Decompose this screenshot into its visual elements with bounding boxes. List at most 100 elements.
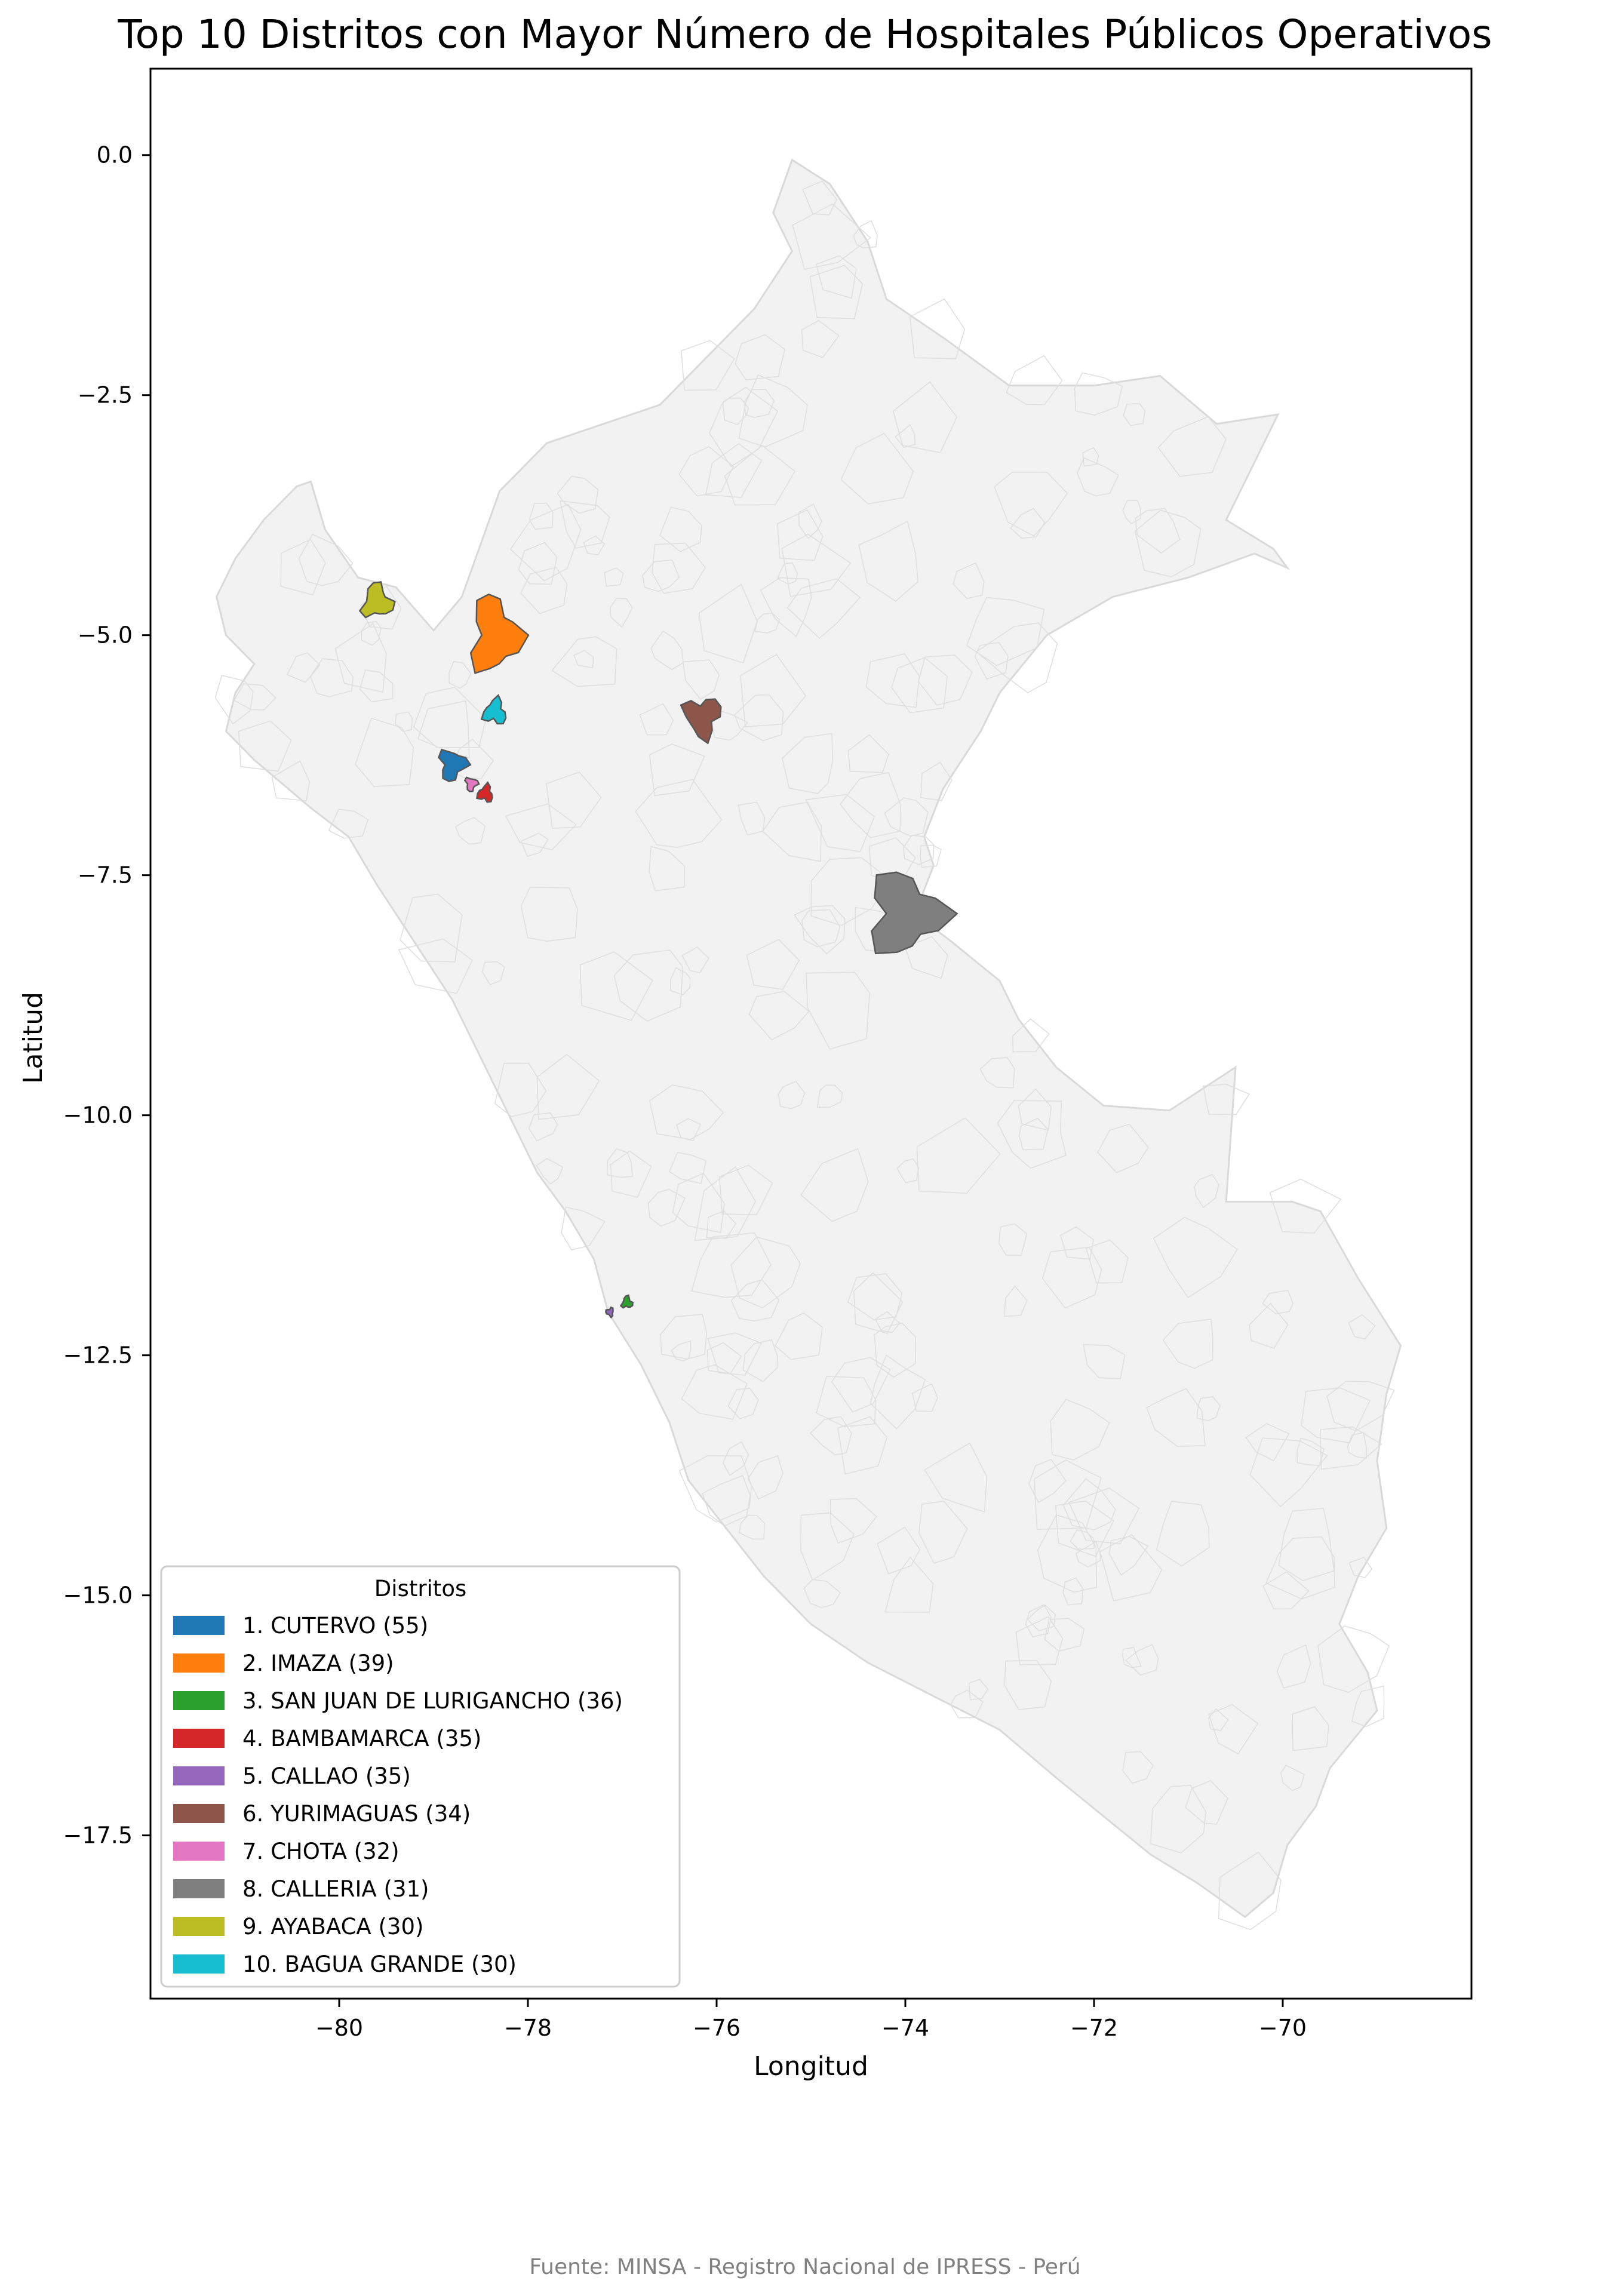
district-boundary bbox=[454, 817, 486, 845]
district-boundary bbox=[659, 506, 702, 552]
district-boundary bbox=[896, 1158, 920, 1184]
district-boundary bbox=[1326, 1381, 1395, 1432]
district-boundary bbox=[918, 654, 973, 706]
district-boundary bbox=[400, 893, 463, 963]
district-boundary bbox=[298, 533, 354, 586]
legend-title: Distritos bbox=[374, 1576, 466, 1602]
district-boundary bbox=[909, 298, 966, 359]
district-boundary bbox=[781, 533, 852, 597]
district-boundary bbox=[529, 502, 554, 530]
district-boundary bbox=[815, 255, 857, 299]
district-boundary bbox=[1156, 1501, 1210, 1567]
district-boundary bbox=[669, 967, 691, 995]
district-boundary bbox=[735, 334, 786, 380]
legend-entry-label: 3. SAN JUAN DE LURIGANCHO (36) bbox=[242, 1688, 623, 1714]
district-boundary bbox=[1055, 1500, 1114, 1557]
district-boundary bbox=[214, 675, 254, 725]
district-boundary bbox=[705, 443, 763, 498]
district-boundary bbox=[831, 1357, 891, 1413]
district-boundary bbox=[809, 265, 864, 319]
district-boundary bbox=[1122, 1751, 1154, 1784]
district-boundary bbox=[738, 1514, 765, 1540]
x-tick-label: −72 bbox=[1070, 2015, 1118, 2041]
district-boundary bbox=[1041, 1246, 1102, 1309]
district-boundary bbox=[606, 1148, 633, 1178]
district-boundary bbox=[1122, 1647, 1142, 1668]
district-boundary bbox=[781, 733, 834, 794]
district-boundary bbox=[509, 503, 582, 582]
district-boundary bbox=[1203, 1084, 1250, 1115]
x-tick-label: −74 bbox=[881, 2015, 929, 2041]
peru-country-shape bbox=[216, 158, 1402, 1919]
district-boundary bbox=[869, 1354, 926, 1430]
district-boundary bbox=[1050, 1398, 1110, 1461]
district-boundary bbox=[706, 1210, 737, 1239]
legend-entry-label: 4. BAMBAMARCA (35) bbox=[242, 1726, 481, 1751]
district-boundary bbox=[675, 1118, 702, 1142]
district-boundary bbox=[1185, 1780, 1228, 1825]
district-yurimaguas bbox=[680, 698, 722, 745]
district-imaza bbox=[469, 593, 530, 674]
district-boundary bbox=[916, 1117, 1001, 1194]
district-boundary bbox=[642, 560, 680, 592]
district-boundary bbox=[518, 542, 558, 585]
district-boundary bbox=[1269, 1178, 1342, 1234]
district-boundary bbox=[1123, 403, 1145, 426]
district-boundary bbox=[1097, 1123, 1149, 1173]
y-tick-label: −15.0 bbox=[63, 1582, 133, 1609]
district-boundary bbox=[994, 471, 1068, 537]
x-tick-label: −70 bbox=[1259, 2015, 1307, 2041]
district-boundary bbox=[953, 562, 985, 600]
y-tick-label: −17.5 bbox=[63, 1822, 133, 1849]
district-boundary bbox=[1083, 1344, 1126, 1379]
district-boundary bbox=[652, 542, 706, 594]
district-boundary bbox=[892, 381, 958, 453]
district-boundary bbox=[730, 1279, 780, 1321]
district-boundary bbox=[747, 1455, 784, 1500]
district-boundary bbox=[902, 835, 935, 865]
y-tick-label: 0.0 bbox=[97, 142, 133, 168]
district-boundary bbox=[1134, 509, 1202, 577]
district-boundary bbox=[1027, 1605, 1056, 1631]
district-boundary bbox=[650, 630, 684, 670]
legend-entry-label: 6. YURIMAGUAS (34) bbox=[242, 1801, 471, 1827]
legend-swatch bbox=[173, 1766, 225, 1785]
x-tick-label: −76 bbox=[693, 2015, 741, 2041]
district-boundary bbox=[1074, 372, 1123, 416]
district-boundary bbox=[238, 720, 292, 772]
district-boundary bbox=[710, 710, 749, 741]
district-boundary bbox=[649, 1084, 724, 1140]
district-boundary bbox=[877, 1526, 921, 1575]
district-boundary bbox=[448, 660, 472, 689]
district-boundaries bbox=[214, 180, 1395, 1931]
district-boundary bbox=[707, 1332, 762, 1376]
district-boundary bbox=[778, 1081, 806, 1109]
district-boundary bbox=[777, 509, 824, 561]
district-boundary bbox=[1085, 1239, 1129, 1284]
district-boundary bbox=[649, 846, 685, 892]
district-boundary bbox=[817, 1084, 843, 1108]
district-boundary bbox=[1004, 1660, 1052, 1710]
district-boundary bbox=[920, 761, 953, 801]
district-boundary bbox=[520, 887, 578, 942]
district-boundary bbox=[672, 1172, 725, 1233]
district-boundary bbox=[760, 577, 812, 638]
district-boundary bbox=[573, 650, 594, 669]
district-boundary bbox=[1037, 1514, 1097, 1593]
district-boundary bbox=[649, 743, 705, 797]
district-boundary bbox=[1062, 1577, 1084, 1606]
district-boundary bbox=[920, 844, 942, 868]
x-axis-label: Longitud bbox=[754, 2051, 868, 2082]
district-boundary bbox=[702, 1475, 751, 1527]
legend-entry-label: 10. BAGUA GRANDE (30) bbox=[242, 1951, 517, 1977]
district-boundary bbox=[746, 939, 800, 990]
district-san-juan-de-lurigancho bbox=[619, 1294, 634, 1309]
district-boundary bbox=[950, 1689, 984, 1719]
district-boundary bbox=[722, 1441, 749, 1476]
district-boundary bbox=[1028, 1458, 1067, 1504]
district-boundary bbox=[1125, 1644, 1159, 1676]
district-boundary bbox=[681, 946, 709, 973]
x-tick-label: −78 bbox=[504, 2015, 552, 2041]
legend-swatch bbox=[173, 1804, 225, 1823]
district-boundary bbox=[719, 1164, 773, 1215]
